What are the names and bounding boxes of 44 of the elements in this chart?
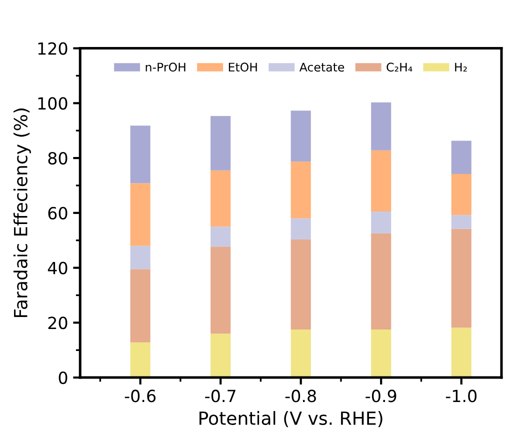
bar xyxy=(451,174,472,216)
legend-label: EtOH xyxy=(228,62,257,72)
y-axis-title: Faradaic Effeciency (%) xyxy=(13,108,31,318)
x-tick-label: -0.7 xyxy=(205,390,236,402)
y-tick-label: 100 xyxy=(38,97,68,110)
legend-label: C₂H₄ xyxy=(386,62,412,72)
bar xyxy=(130,246,150,270)
bar xyxy=(451,140,472,174)
bar xyxy=(371,212,392,234)
legend-label: Acetate xyxy=(299,62,344,72)
bar xyxy=(210,246,231,334)
bar xyxy=(290,240,311,330)
bar xyxy=(371,330,392,378)
bar xyxy=(290,330,311,378)
bar xyxy=(210,170,231,227)
x-tick-label: -0.6 xyxy=(124,390,156,402)
bar xyxy=(451,328,472,378)
y-tick-label: 60 xyxy=(48,206,68,220)
x-tick-label: -1.0 xyxy=(446,390,477,402)
y-tick-label: 40 xyxy=(48,262,68,274)
bar xyxy=(210,334,231,378)
y-tick-label: 0 xyxy=(58,372,68,384)
x-tick-label: -0.9 xyxy=(366,390,396,402)
bar xyxy=(130,342,150,378)
bar xyxy=(371,233,392,330)
bar xyxy=(210,116,231,170)
bar xyxy=(371,102,392,150)
legend-label: H₂ xyxy=(455,62,467,72)
bar xyxy=(290,162,311,218)
bar xyxy=(130,269,150,342)
bar xyxy=(371,150,392,212)
bar xyxy=(290,218,311,240)
bar xyxy=(130,183,150,246)
y-tick-label: 20 xyxy=(48,316,68,330)
bar xyxy=(130,126,150,184)
bar xyxy=(451,228,472,328)
bar xyxy=(451,215,472,229)
y-tick-label: 80 xyxy=(48,152,68,165)
y-tick-label: 120 xyxy=(38,42,68,55)
bar xyxy=(210,226,231,247)
legend-label: n-PrOH xyxy=(146,62,186,72)
x-tick-label: -0.8 xyxy=(285,390,316,402)
x-axis-title: Potential (V vs. RHE) xyxy=(200,411,382,428)
bar xyxy=(290,110,311,162)
